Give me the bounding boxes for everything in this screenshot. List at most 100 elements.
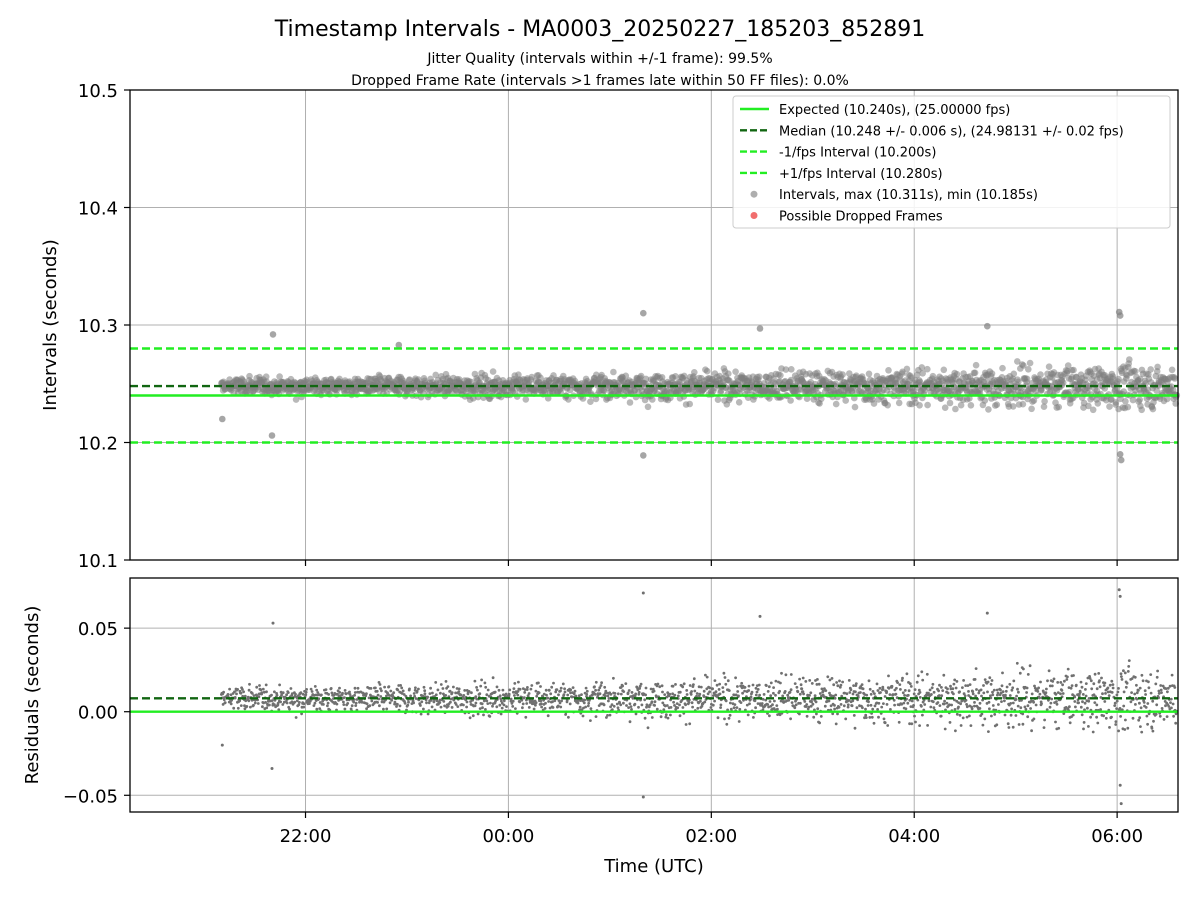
residual-point [861, 706, 864, 710]
residual-point [798, 677, 801, 681]
residual-point [946, 687, 949, 691]
residual-point [247, 688, 251, 692]
residual-point [523, 691, 527, 694]
residual-point [408, 687, 411, 691]
residual-point [995, 723, 999, 727]
residual-point [308, 702, 311, 705]
residual-point [910, 699, 914, 703]
interval-point [642, 375, 650, 383]
interval-point [1040, 403, 1048, 411]
residual-point [1159, 688, 1163, 692]
residual-point [979, 688, 983, 692]
legend-item: Possible Dropped Frames [750, 210, 943, 225]
residual-point [1098, 679, 1101, 682]
residual-point [827, 699, 831, 703]
residual-point [673, 704, 676, 707]
residual-point [567, 715, 570, 719]
residual-point [478, 707, 482, 710]
residual-point [415, 689, 419, 693]
residual-point [239, 704, 243, 707]
residual-point [1133, 692, 1137, 696]
interval-point [1112, 399, 1120, 406]
residual-point [669, 706, 673, 709]
interval-point [967, 402, 975, 409]
residual-point [1143, 689, 1147, 693]
interval-point [587, 398, 594, 406]
residual-point [1005, 685, 1009, 689]
residual-point [285, 693, 288, 697]
residual-point [1160, 707, 1164, 710]
residual-point [589, 719, 592, 722]
residual-point [1096, 721, 1100, 725]
residual-point [297, 703, 301, 707]
residual-point [547, 688, 551, 692]
residual-point [551, 700, 554, 704]
residual-point [374, 686, 377, 690]
residual-point [836, 684, 840, 688]
residual-point [671, 692, 674, 696]
residual-point [1050, 697, 1054, 701]
residual-point [593, 692, 597, 696]
residual-point [668, 692, 672, 696]
residual-point [574, 694, 578, 698]
residual-point [715, 683, 719, 687]
residual-point [387, 694, 391, 697]
interval-point [537, 374, 544, 382]
interval-point [703, 367, 711, 375]
residual-point [344, 692, 348, 696]
residual-point [660, 684, 664, 688]
legend-item: Expected (10.240s), (25.00000 fps) [740, 103, 1010, 118]
residual-point [942, 702, 946, 706]
residual-point [967, 690, 970, 693]
residual-point [365, 707, 368, 711]
interval-outlier-point [984, 322, 991, 330]
residual-point [1037, 686, 1040, 690]
residual-point [544, 701, 547, 705]
residual-point [974, 694, 977, 698]
residual-point [1077, 701, 1080, 705]
residual-point [673, 693, 677, 697]
x-tick-label: 00:00 [482, 826, 534, 847]
residual-point [419, 704, 422, 707]
residual-point [235, 692, 238, 696]
residual-point [1004, 693, 1007, 697]
legend-marker [750, 190, 758, 198]
residual-point [854, 690, 857, 694]
residual-point [957, 705, 960, 709]
residual-point [908, 682, 912, 686]
residual-point [295, 696, 299, 700]
residual-point [1124, 718, 1127, 722]
residual-point [902, 701, 906, 705]
residual-point [846, 703, 850, 707]
residual-point [532, 707, 536, 711]
interval-point [787, 397, 794, 404]
residual-point [1137, 689, 1140, 692]
interval-point [1020, 362, 1027, 369]
residual-point [1087, 725, 1090, 728]
residual-point [931, 700, 935, 704]
residual-point [1093, 672, 1097, 676]
residual-point [971, 690, 975, 693]
residual-point [229, 702, 233, 706]
residual-point [987, 700, 991, 704]
residual-point [527, 706, 531, 709]
residual-point [398, 704, 402, 708]
residual-point [228, 687, 232, 691]
residual-point [954, 729, 957, 733]
residual-point [655, 695, 658, 699]
residual-point [1144, 706, 1148, 709]
residual-point [432, 700, 436, 704]
residual-point [875, 682, 879, 686]
residual-point [952, 682, 956, 686]
residual-point [1120, 675, 1123, 678]
residual-point [808, 679, 812, 682]
residual-point [582, 701, 586, 705]
residual-point [926, 724, 929, 727]
residual-point [261, 687, 265, 691]
residual-point [270, 699, 274, 702]
chart-subtitle-dropped: Dropped Frame Rate (intervals >1 frames … [351, 73, 849, 89]
residual-point [342, 703, 346, 706]
residual-point [222, 690, 226, 694]
residual-point [1038, 696, 1041, 700]
intervals-y-tick-label: 10.1 [78, 551, 118, 572]
